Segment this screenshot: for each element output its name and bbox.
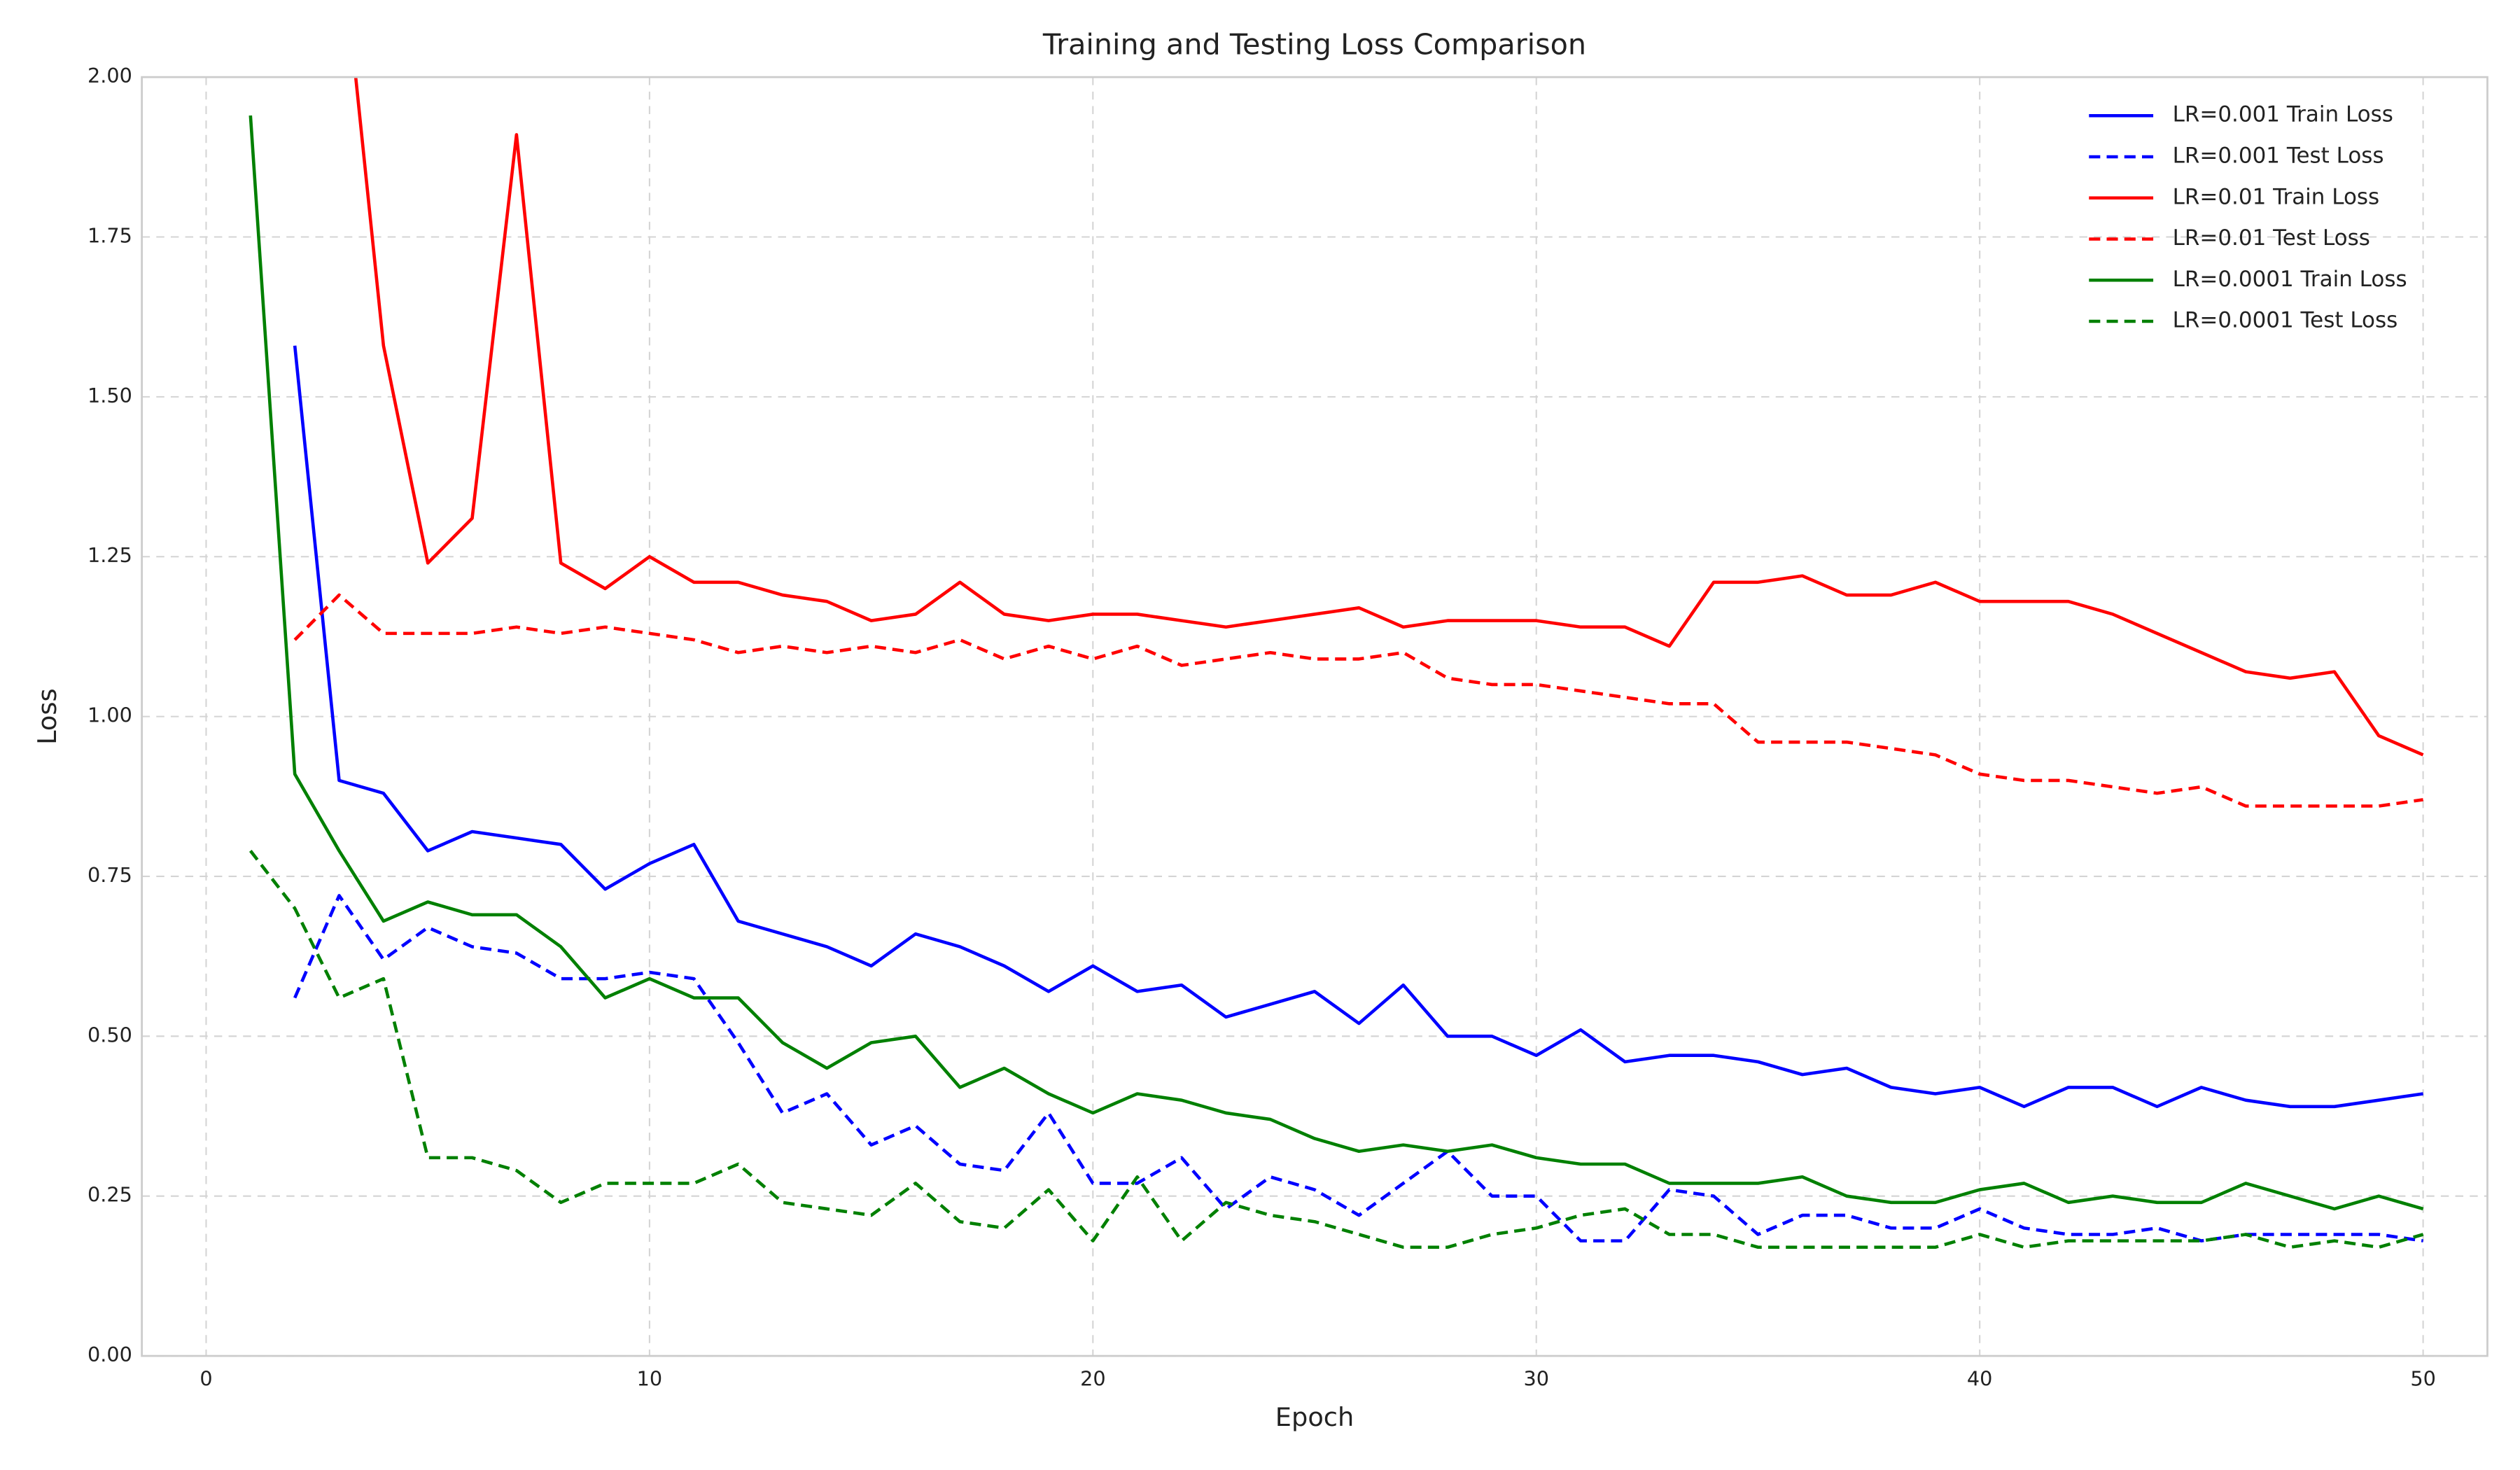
y-tick-label: 1.00 [88,704,132,727]
y-tick-label: 2.00 [88,64,132,88]
series-line [354,77,2424,757]
x-tick-label: 10 [637,1366,662,1390]
legend-label: LR=0.0001 Test Loss [2173,308,2398,333]
x-axis-label: Epoch [1275,1402,1354,1432]
y-tick-label: 1.75 [88,224,132,248]
legend-label: LR=0.01 Test Loss [2173,225,2370,251]
series-line [293,593,2423,808]
grid: 0.00 0.25 0.50 0.75 1.00 1.25 1.50 1.75 2.00 0 10 2… [88,64,2488,1390]
x-tick-label: 40 [1967,1366,1992,1390]
y-tick-label: 1.50 [88,384,132,407]
x-tick-label: 50 [2410,1366,2435,1390]
lines [248,77,2424,1250]
legend-label: LR=0.01 Train Loss [2173,184,2380,209]
legend-label: LR=0.001 Test Loss [2173,144,2384,169]
series-line [248,850,2424,1250]
series-line [293,894,2423,1242]
x-tick-label: 20 [1080,1366,1105,1390]
y-tick-label: 0.50 [88,1023,132,1046]
y-axis-label: Loss [32,688,62,745]
series-line [248,115,2424,1211]
plot-frame [141,76,2488,1357]
y-tick-label: 0.75 [88,863,132,887]
y-tick-label: 1.25 [88,543,132,567]
x-tick-label: 30 [1524,1366,1549,1390]
y-tick-label: 0.25 [88,1183,132,1207]
legend: LR=0.001 Train Loss LR=0.001 Test Loss LR=… [2089,102,2407,333]
legend-label: LR=0.001 Train Loss [2173,102,2393,127]
x-tick-label: 0 [200,1366,212,1390]
chart-title: Training and Testing Loss Comparison [1042,28,1586,62]
y-tick-label: 0.00 [88,1343,132,1366]
series-line [293,345,2423,1109]
legend-label: LR=0.0001 Train Loss [2173,267,2407,292]
